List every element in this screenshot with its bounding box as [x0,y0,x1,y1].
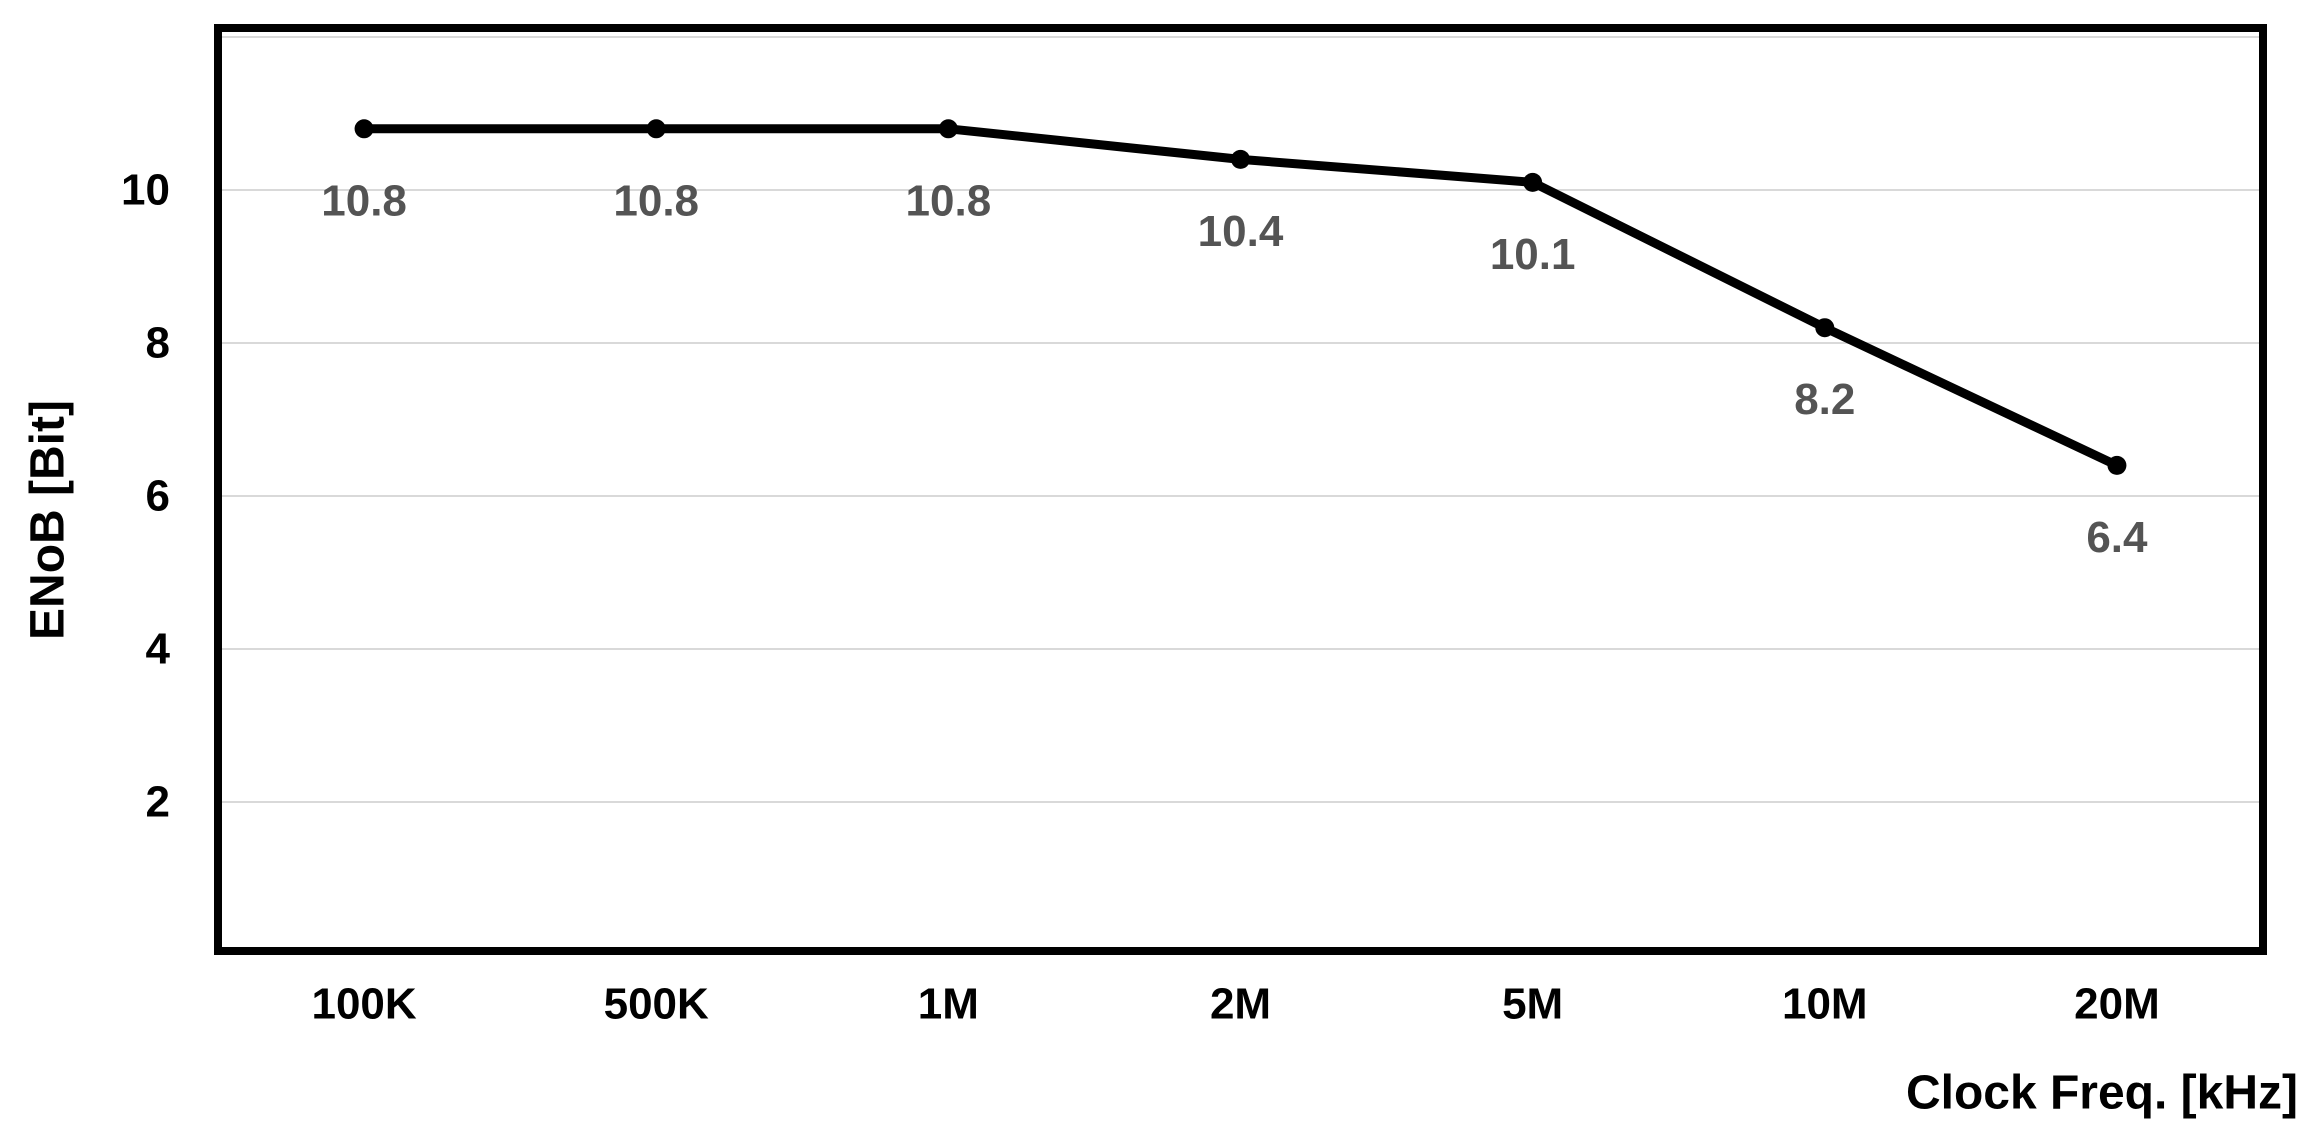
data-point-marker-100K [354,119,374,139]
plot-area-border [214,24,2267,955]
data-label-1M: 10.8 [906,176,992,225]
gridlines [218,36,2263,803]
y-axis-tick-labels: 2 4 6 8 10 [121,166,170,827]
data-point-labels: 10.8 10.8 10.8 10.4 10.1 8.2 6.4 [321,176,2148,562]
y-axis-title: ENoB [Bit] [22,400,75,640]
data-point-markers [354,119,2127,475]
data-label-5M: 10.1 [1490,230,1576,279]
data-point-marker-5M [1523,172,1543,192]
data-point-marker-1M [938,119,958,139]
y-tick-label-8: 8 [146,319,170,368]
data-label-2M: 10.4 [1198,207,1284,256]
y-tick-label-10: 10 [121,166,170,215]
data-label-10M: 8.2 [1794,375,1855,424]
x-tick-label-20M: 20M [2074,980,2160,1029]
y-tick-label-6: 6 [146,472,170,521]
data-label-20M: 6.4 [2086,513,2148,562]
data-label-100K: 10.8 [321,176,407,225]
data-point-marker-10M [1815,318,1835,338]
x-tick-label-5M: 5M [1502,980,1563,1029]
x-axis-tick-labels: 100K 500K 1M 2M 5M 10M 20M [311,980,2159,1029]
x-tick-label-500K: 500K [604,980,709,1029]
y-tick-label-4: 4 [146,625,171,674]
data-point-marker-20M [2107,455,2127,475]
data-point-marker-500K [646,119,666,139]
x-tick-label-10M: 10M [1782,980,1868,1029]
x-tick-label-100K: 100K [311,980,416,1029]
y-tick-label-2: 2 [146,778,170,827]
data-label-500K: 10.8 [613,176,699,225]
x-tick-label-1M: 1M [918,980,979,1029]
x-axis-title: Clock Freq. [kHz] [1906,1067,2298,1120]
data-point-marker-2M [1231,149,1250,169]
x-tick-label-2M: 2M [1210,980,1271,1029]
